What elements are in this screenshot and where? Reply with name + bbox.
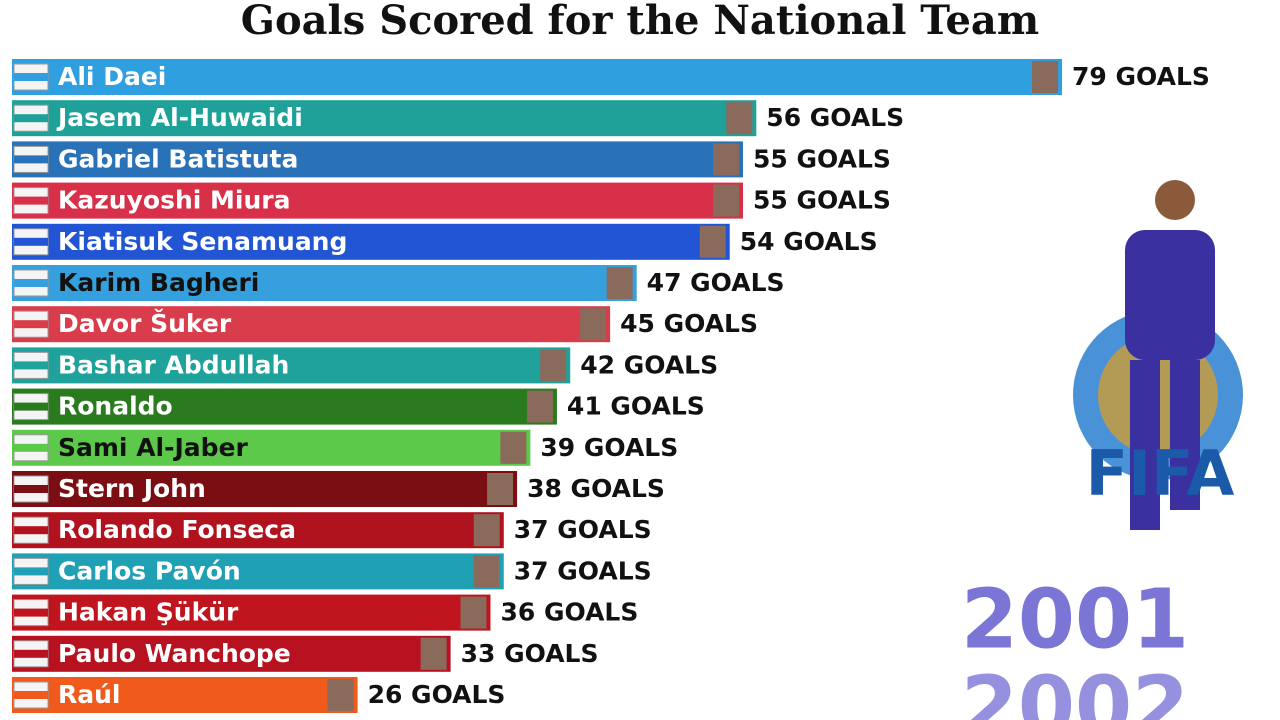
value-label: 41 GOALS [567, 392, 705, 421]
value-label: 55 GOALS [753, 144, 891, 173]
bar [12, 594, 491, 631]
bar [12, 347, 571, 384]
bar [12, 59, 1062, 95]
player-photo [699, 225, 726, 258]
player-photo [606, 267, 633, 299]
player-photo [473, 555, 500, 588]
player-photo [726, 102, 753, 135]
flag-stripe [14, 114, 48, 123]
flag-stripe [14, 526, 48, 535]
bar-label: Paulo Wanchope [58, 639, 291, 668]
bar [12, 100, 757, 137]
flag-stripe [14, 237, 48, 246]
player-photo [580, 308, 607, 341]
bar [12, 512, 504, 549]
flag-stripe [14, 361, 48, 370]
bar [12, 182, 744, 219]
flag-stripe [14, 485, 48, 493]
bar-label: Bashar Abdullah [58, 350, 289, 379]
bar-label: Carlos Pavón [58, 556, 241, 585]
flag-stripe [14, 608, 48, 617]
flag-stripe [14, 279, 48, 287]
value-label: 37 GOALS [514, 515, 652, 544]
player-photo [420, 637, 447, 670]
value-label: 33 GOALS [461, 639, 599, 668]
flag-stripe [14, 567, 48, 576]
bar-label: Ali Daei [58, 62, 166, 91]
value-label: 79 GOALS [1072, 62, 1210, 91]
value-label: 45 GOALS [620, 309, 758, 338]
period-label: 2001 [961, 572, 1189, 667]
bar [12, 553, 504, 590]
bar [12, 429, 531, 466]
bar-label: Hakan Şükür [58, 598, 239, 627]
bar-label: Kiatisuk Senamuang [58, 227, 347, 256]
player-photo [713, 143, 740, 176]
value-label: 54 GOALS [740, 227, 878, 256]
value-label: 26 GOALS [368, 680, 506, 709]
bar [12, 677, 358, 713]
flag-stripe [14, 155, 48, 164]
bar-label: Raúl [58, 680, 121, 709]
flag-stripe [14, 691, 48, 699]
bar-label: Kazuyoshi Miura [58, 186, 290, 215]
logo-text: FIFA [1086, 437, 1235, 510]
value-label: 42 GOALS [580, 350, 718, 379]
bar [12, 635, 451, 672]
bar-label: Sami Al-Jaber [58, 433, 249, 462]
player-photo [713, 184, 740, 217]
player-photo [460, 596, 487, 629]
period-label: 2002 [961, 659, 1189, 720]
flag-stripe [14, 320, 48, 329]
value-label: 37 GOALS [514, 556, 652, 585]
player-photo [473, 514, 500, 547]
value-label: 55 GOALS [753, 186, 891, 215]
player-photo [1032, 61, 1058, 93]
flag-stripe [14, 402, 48, 411]
bar [12, 265, 637, 301]
bar [12, 306, 611, 343]
player-photo [487, 473, 514, 505]
player-photo [526, 390, 553, 423]
value-label: 38 GOALS [527, 474, 665, 503]
bar [12, 388, 557, 425]
player-photo [540, 349, 567, 382]
chart-title: Goals Scored for the National Team [241, 0, 1039, 44]
bar-label: Ronaldo [58, 392, 173, 421]
player-photo [327, 679, 354, 711]
bar-label: Stern John [58, 474, 206, 503]
bar-label: Gabriel Batistuta [58, 144, 298, 173]
value-label: 56 GOALS [766, 103, 904, 132]
player-photo [500, 431, 527, 464]
bar [12, 471, 518, 507]
bar-label: Karim Bagheri [58, 268, 259, 297]
bar-label: Jasem Al-Huwaidi [56, 103, 303, 132]
flag-stripe [14, 73, 48, 81]
player-figure [1073, 180, 1243, 530]
value-label: 36 GOALS [500, 598, 638, 627]
flag-stripe [14, 649, 48, 658]
flag-stripe [14, 196, 48, 205]
value-label: 39 GOALS [540, 433, 678, 462]
bar [12, 223, 730, 260]
value-label: 47 GOALS [647, 268, 785, 297]
bar-label: Rolando Fonseca [58, 515, 296, 544]
bar-label: Davor Šuker [58, 308, 232, 338]
bar [12, 141, 744, 178]
flag-stripe [14, 443, 48, 452]
